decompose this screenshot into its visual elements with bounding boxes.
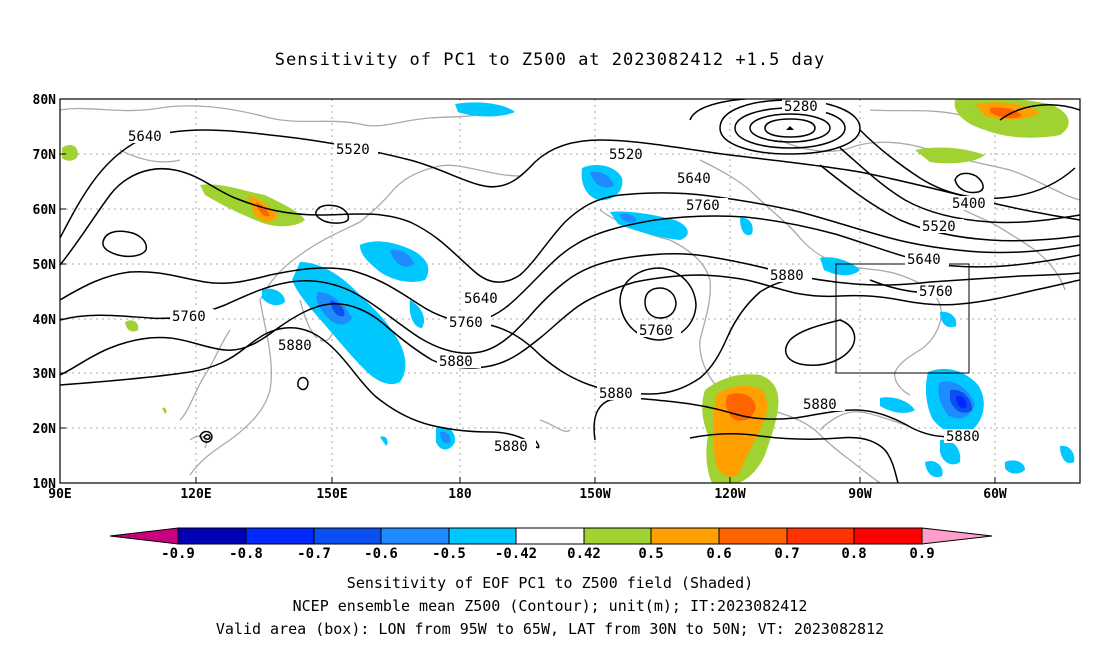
lon-label-group: 90E 120E 150E 180 150W 120W 90W 60W [48, 487, 1007, 502]
contour-label-5760d: 5760 [449, 315, 483, 331]
contour-label-5880a: 5880 [770, 268, 804, 284]
colorbar-segment [650, 527, 720, 545]
colorbar-segment [786, 527, 855, 545]
colorbar-label: -0.7 [297, 546, 331, 562]
caption-contour: NCEP ensemble mean Z500 (Contour); unit(… [292, 597, 808, 615]
contour-label-group: 5280 5640 5520 5520 5640 5760 5400 5520 … [126, 99, 994, 455]
contour-label-5640b: 5640 [677, 171, 711, 187]
lon-label-180: 180 [448, 487, 472, 502]
colorbar-label: -0.9 [161, 546, 195, 562]
contour-label-5760c: 5760 [172, 309, 206, 325]
contour-label-5760a: 5760 [686, 198, 720, 214]
lon-label-90e: 90E [48, 487, 71, 502]
lon-label-60w: 60W [983, 487, 1007, 502]
contour-label-5280: 5280 [784, 99, 818, 115]
colorbar-label: 0.6 [706, 546, 731, 562]
colorbar-label: -0.6 [364, 546, 398, 562]
colorbar-segment [380, 527, 450, 545]
map-title: Sensitivity of PC1 to Z500 at 2023082412… [274, 50, 826, 70]
contour-label-5880e: 5880 [803, 397, 837, 413]
colorbar-label: 0.8 [841, 546, 866, 562]
colorbar-segment [177, 527, 247, 545]
colorbar-label: 0.7 [774, 546, 799, 562]
colorbar-segment [245, 527, 315, 545]
sensitivity-shading [62, 99, 1075, 483]
plot-frame [59, 98, 1081, 484]
contour-label-5520b: 5520 [609, 147, 643, 163]
tick-marks [60, 98, 996, 484]
lat-label-80n: 80N [33, 93, 57, 108]
lon-label-120w: 120W [714, 487, 745, 502]
contour-label-5520c: 5520 [922, 219, 956, 235]
contour-label-5520a: 5520 [336, 142, 370, 158]
lat-label-10n: 10N [33, 477, 57, 492]
colorbar-label: -0.42 [495, 546, 537, 562]
contour-label-5400: 5400 [952, 196, 986, 212]
colorbar-label: -0.5 [432, 546, 466, 562]
lat-label-50n: 50N [33, 258, 57, 273]
lat-label-70n: 70N [33, 148, 57, 163]
colorbar-segment [583, 527, 652, 545]
lon-label-90w: 90W [848, 487, 872, 502]
low-center-marker [786, 126, 794, 130]
lon-label-150e: 150E [316, 487, 347, 502]
lat-label-group: 80N 70N 60N 50N 40N 30N 20N 10N [33, 93, 57, 492]
lon-label-120e: 120E [180, 487, 211, 502]
lat-label-40n: 40N [33, 313, 57, 328]
colorbar-label: 0.42 [567, 546, 601, 562]
lat-label-20n: 20N [33, 422, 57, 437]
colorbar-segment [515, 527, 585, 545]
colorbar-label: -0.8 [229, 546, 263, 562]
contour-label-5640c: 5640 [907, 252, 941, 268]
z500-contours [60, 99, 1080, 483]
colorbar-segment [718, 527, 788, 545]
contour-label-5760b: 5760 [919, 284, 953, 300]
colorbar-segment [313, 527, 382, 545]
colorbar-segment [853, 527, 923, 545]
caption-shading: Sensitivity of EOF PC1 to Z500 field (Sh… [346, 574, 754, 592]
lat-label-60n: 60N [33, 203, 57, 218]
contour-label-5880g: 5880 [494, 439, 528, 455]
colorbar-label: 0.5 [638, 546, 663, 562]
contour-label-5640d: 5640 [464, 291, 498, 307]
colorbar-label: 0.9 [909, 546, 934, 562]
colorbar-segment [448, 527, 517, 545]
colorbar [109, 527, 993, 545]
colorbar-label-group: -0.9 -0.8 -0.7 -0.6 -0.5 -0.42 0.42 0.5 … [161, 546, 935, 562]
colorbar-high-triangle [921, 527, 993, 545]
contour-label-5880f: 5880 [946, 429, 980, 445]
contour-label-5640a: 5640 [128, 129, 162, 145]
lat-label-30n: 30N [33, 367, 57, 382]
lon-label-150w: 150W [579, 487, 610, 502]
valid-area-box [835, 263, 970, 374]
caption-valid-area: Valid area (box): LON from 95W to 65W, L… [215, 620, 885, 638]
contour-label-5880c: 5880 [439, 354, 473, 370]
contour-label-5880d: 5880 [599, 386, 633, 402]
colorbar-low-triangle [109, 527, 179, 545]
contour-label-5880b: 5880 [278, 338, 312, 354]
contour-label-5760e: 5760 [639, 323, 673, 339]
